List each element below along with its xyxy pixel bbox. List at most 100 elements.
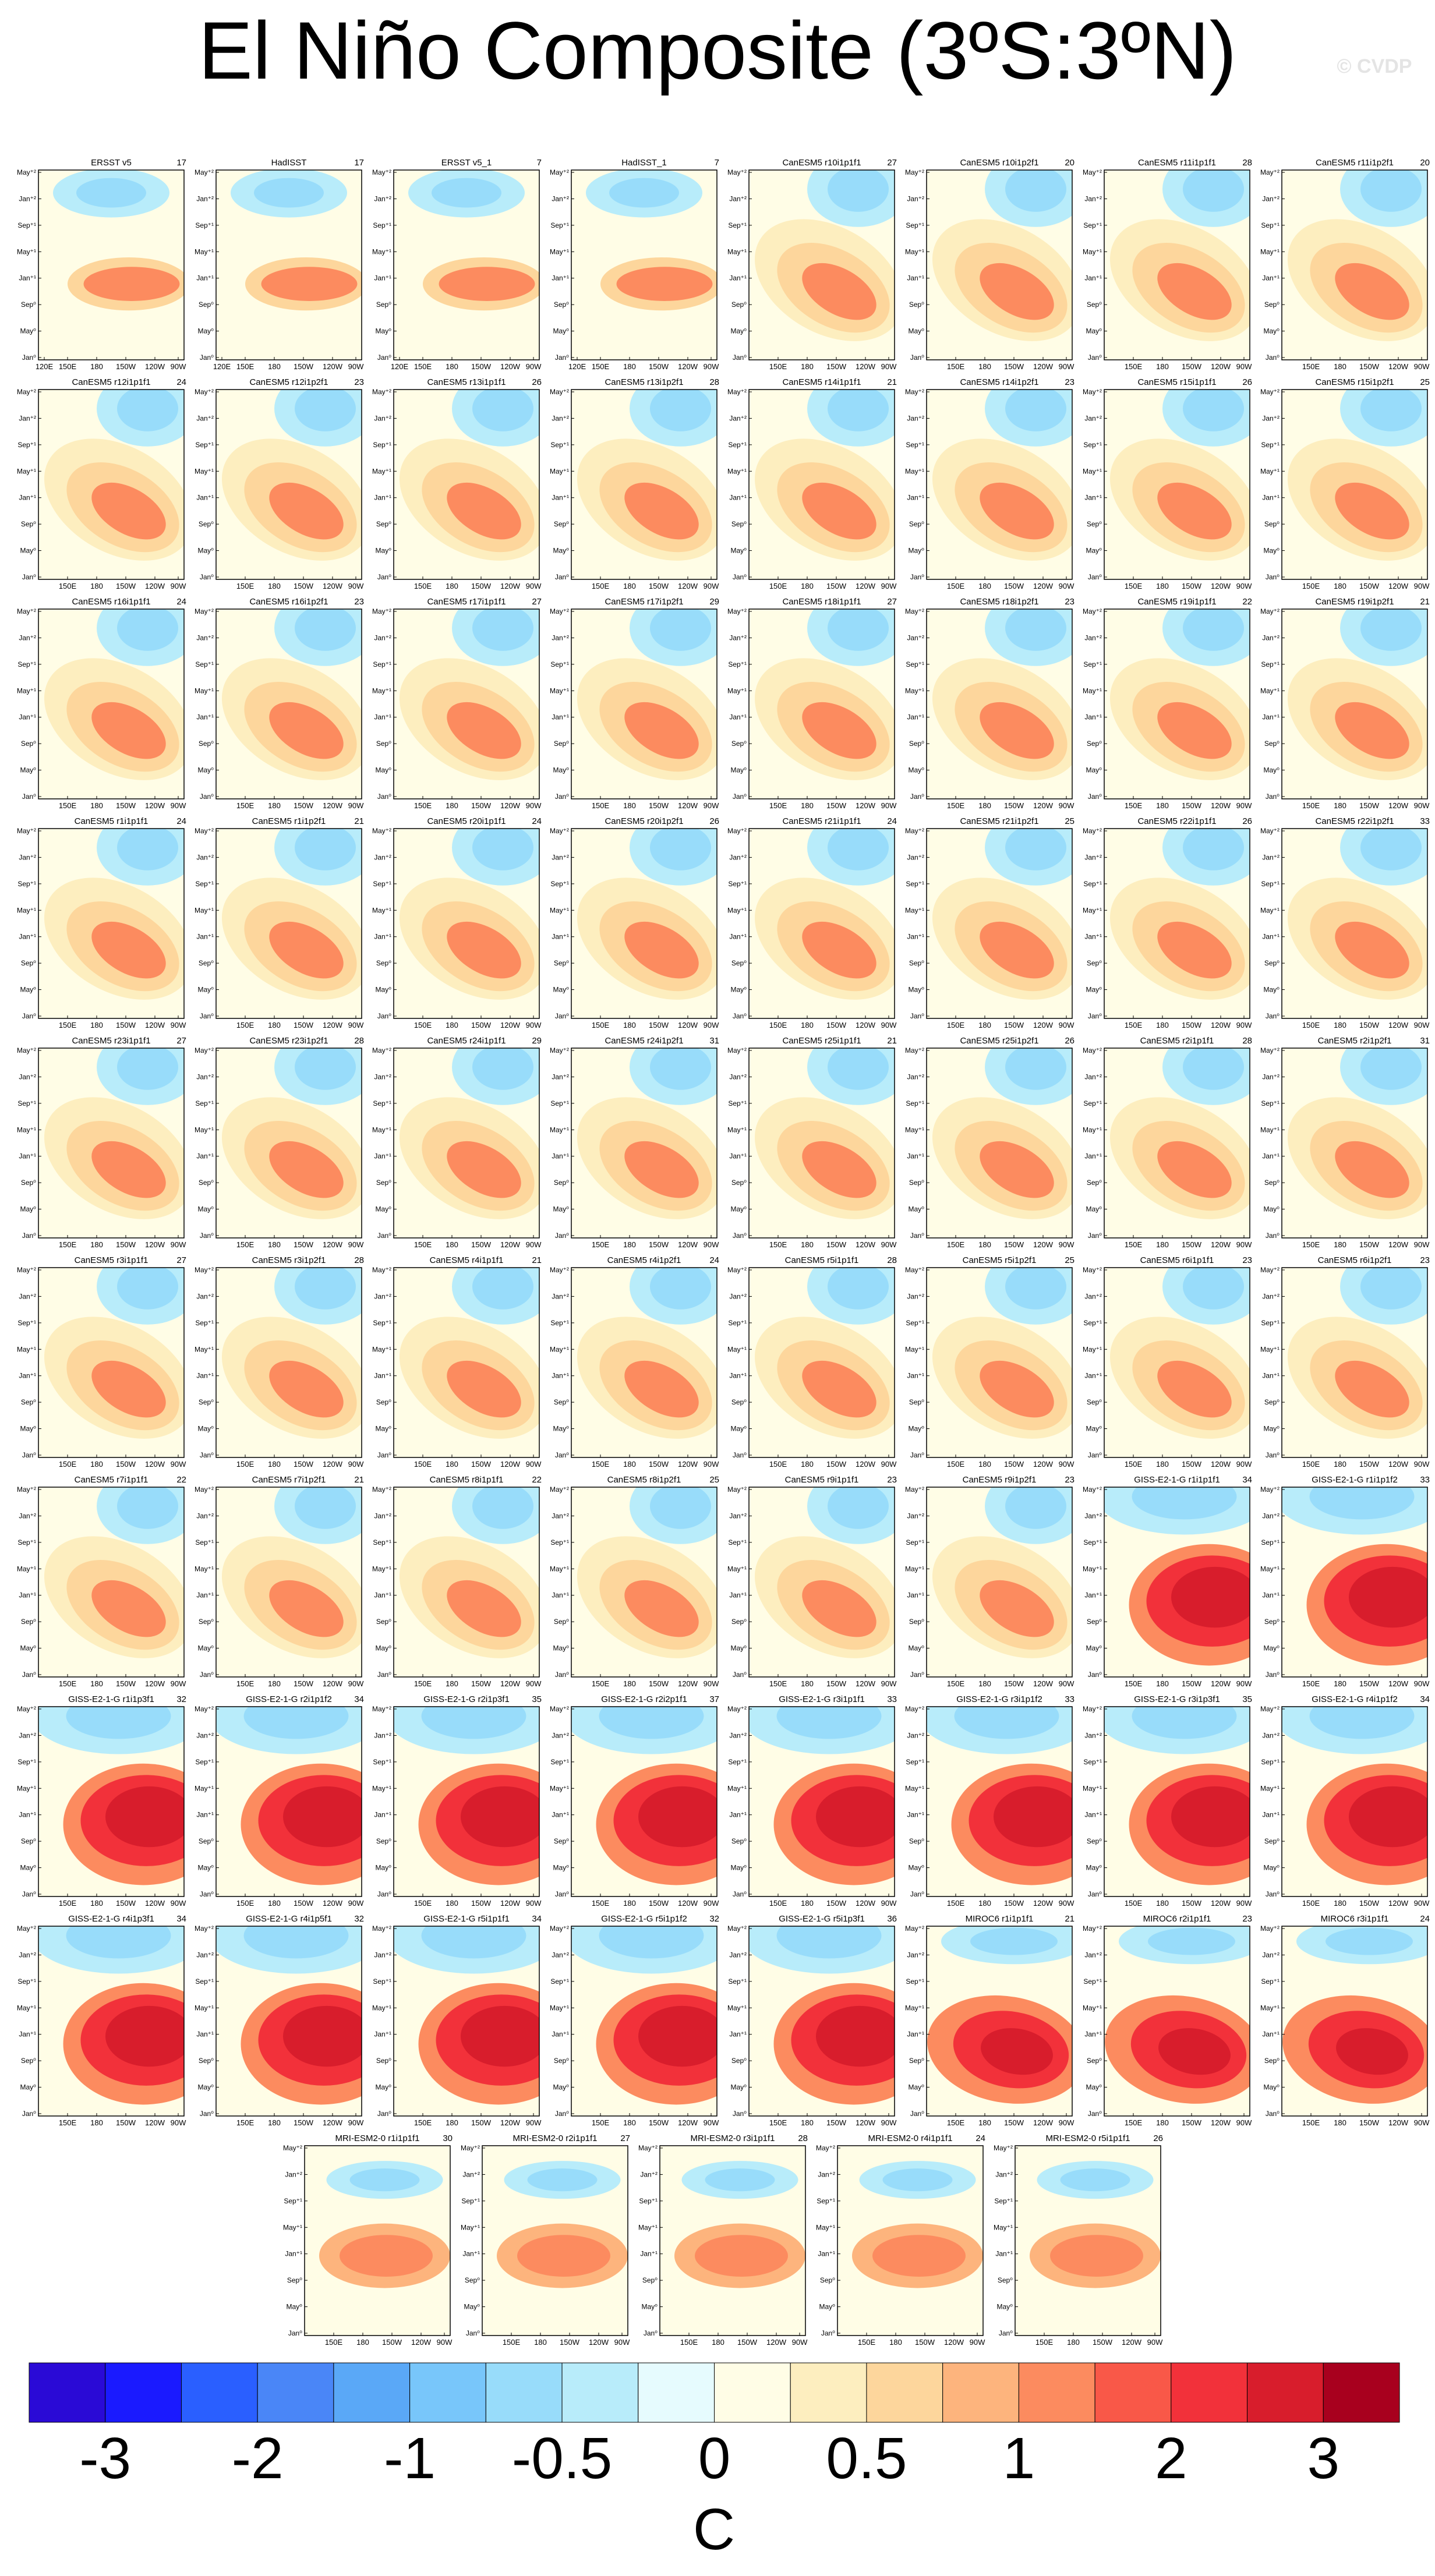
y-tick-label: Jan⁰ xyxy=(1088,1012,1102,1020)
x-tick-label: 150W xyxy=(826,801,847,810)
panel-frame xyxy=(38,389,185,580)
y-tick-label: May⁺¹ xyxy=(195,247,214,256)
y-tick-label: Sep⁺¹ xyxy=(17,1319,36,1327)
x-tick-label: 180 xyxy=(446,1460,458,1469)
y-tick-label: Jan⁺² xyxy=(1262,634,1280,642)
x-tick-label: 150E xyxy=(1302,2118,1320,2127)
panel-count: 23 xyxy=(1242,1255,1252,1265)
y-tick-label: Sep⁺¹ xyxy=(373,221,391,229)
panel-title: MRI-ESM2-0 r5i1p1f1 xyxy=(1045,2133,1130,2143)
y-tick-label: Jan⁺² xyxy=(1084,194,1102,203)
y-tick-label: May⁺¹ xyxy=(17,687,36,695)
y-tick-label: Jan⁺¹ xyxy=(19,494,36,502)
x-tick-label: 120E xyxy=(213,362,231,371)
x-tick-label: 120W xyxy=(1033,362,1054,371)
panel: CanESM5 r21i1p2f1 25May⁺²Jan⁺²Sep⁺¹May⁺¹J… xyxy=(905,816,1075,1029)
y-tick-label: May⁺² xyxy=(195,607,214,615)
y-tick-label: Sep⁺¹ xyxy=(373,880,391,888)
panel: CanESM5 r23i1p1f1 27May⁺²Jan⁺²Sep⁺¹May⁺¹J… xyxy=(17,1036,186,1249)
panel-frame xyxy=(215,1487,362,1678)
x-tick-label: 90W xyxy=(704,1021,719,1029)
panel-title: CanESM5 r15i1p2f1 xyxy=(1315,377,1394,387)
y-tick-label: May⁺² xyxy=(1260,1705,1280,1713)
x-tick-label: 150E xyxy=(236,1460,255,1469)
x-tick-label: 150E xyxy=(1302,1679,1320,1688)
x-tick-label: 180 xyxy=(268,1460,281,1469)
y-tick-label: Sep⁺¹ xyxy=(1261,1538,1280,1547)
y-tick-label: May⁰ xyxy=(198,547,214,555)
warm-area xyxy=(91,1141,166,1198)
cold-area xyxy=(650,390,711,431)
x-tick-label: 90W xyxy=(171,1460,186,1469)
x-tick-label: 120W xyxy=(1388,582,1409,590)
x-tick-label: 150W xyxy=(649,582,669,590)
panel-count: 24 xyxy=(887,816,897,826)
y-tick-label: Jan⁺¹ xyxy=(285,2250,302,2258)
cold-area xyxy=(472,609,533,651)
x-tick-label: 150W xyxy=(1359,801,1380,810)
colorbar-box xyxy=(257,2362,334,2423)
x-tick-label: 150E xyxy=(414,1679,432,1688)
x-tick-label: 150W xyxy=(116,801,136,810)
x-tick-label: 120W xyxy=(1033,1240,1054,1249)
panel-frame xyxy=(1104,608,1250,799)
y-tick-label: Sep⁺¹ xyxy=(1083,660,1102,668)
field xyxy=(1104,609,1250,799)
field xyxy=(216,829,362,1018)
y-tick-label: Sep⁰ xyxy=(998,2276,1013,2284)
y-tick-label: May⁰ xyxy=(819,2303,836,2311)
x-tick-label: 180 xyxy=(90,1021,103,1029)
panel-frame xyxy=(926,169,1073,360)
y-tick-label: May⁺² xyxy=(372,827,391,835)
y-tick-label: May⁰ xyxy=(1086,986,1102,994)
y-tick-label: Sep⁺¹ xyxy=(1261,1099,1280,1107)
y-tick-label: May⁺¹ xyxy=(17,1345,36,1353)
y-tick-label: Jan⁺¹ xyxy=(729,713,747,721)
cold-area xyxy=(1360,609,1422,651)
field xyxy=(571,1707,717,1896)
y-tick-label: Jan⁺² xyxy=(196,1731,214,1739)
y-tick-label: May⁺² xyxy=(905,168,924,176)
x-tick-label: 180 xyxy=(1334,1679,1346,1688)
colorbar-label: 1 xyxy=(1003,2426,1035,2491)
field xyxy=(749,1048,895,1238)
y-tick-label: May⁺¹ xyxy=(727,1784,747,1792)
y-tick-label: May⁰ xyxy=(909,547,925,555)
y-tick-label: Jan⁰ xyxy=(733,2110,747,2118)
y-tick-label: Sep⁰ xyxy=(554,1398,569,1406)
x-tick-label: 90W xyxy=(526,801,542,810)
x-tick-label: 90W xyxy=(881,1899,897,1908)
y-tick-label: Jan⁺² xyxy=(729,853,747,861)
panel: CanESM5 r19i1p2f1 21May⁺²Jan⁺²Sep⁺¹May⁺¹J… xyxy=(1260,597,1430,810)
y-tick-label: May⁺¹ xyxy=(1260,1345,1280,1353)
y-tick-label: Jan⁺¹ xyxy=(19,2030,36,2039)
y-tick-label: May⁰ xyxy=(1086,1644,1102,1653)
y-tick-label: Sep⁺¹ xyxy=(195,1977,214,1986)
field xyxy=(38,1048,184,1238)
y-tick-label: Sep⁰ xyxy=(21,1179,36,1187)
x-tick-label: 120W xyxy=(856,1460,876,1469)
warm-area xyxy=(269,702,344,759)
y-tick-label: May⁰ xyxy=(198,2083,214,2092)
panel-frame xyxy=(215,828,362,1019)
y-tick-label: Sep⁰ xyxy=(199,2057,214,2065)
y-tick-label: Jan⁺² xyxy=(729,414,747,422)
cold-area xyxy=(954,1707,1059,1739)
x-tick-label: 180 xyxy=(90,1899,103,1908)
y-tick-label: May⁰ xyxy=(20,2083,37,2092)
panel-title: CanESM5 r1i1p2f1 xyxy=(252,816,326,826)
field xyxy=(216,1487,362,1677)
y-tick-label: Jan⁺¹ xyxy=(907,1811,924,1819)
panel-title: CanESM5 r23i1p2f1 xyxy=(249,1036,328,1046)
x-tick-label: 120W xyxy=(323,1899,343,1908)
y-tick-label: May⁺² xyxy=(17,1485,36,1494)
x-tick-label: 120W xyxy=(323,1021,343,1029)
y-tick-label: May⁺¹ xyxy=(905,687,924,695)
x-tick-label: 120W xyxy=(1033,1899,1054,1908)
y-tick-label: May⁰ xyxy=(20,547,37,555)
y-tick-label: May⁺¹ xyxy=(905,247,924,256)
y-tick-label: Jan⁰ xyxy=(200,2110,214,2118)
y-tick-label: May⁺¹ xyxy=(17,467,36,475)
field xyxy=(216,609,362,799)
panel-title: CanESM5 r12i1p1f1 xyxy=(72,377,150,387)
